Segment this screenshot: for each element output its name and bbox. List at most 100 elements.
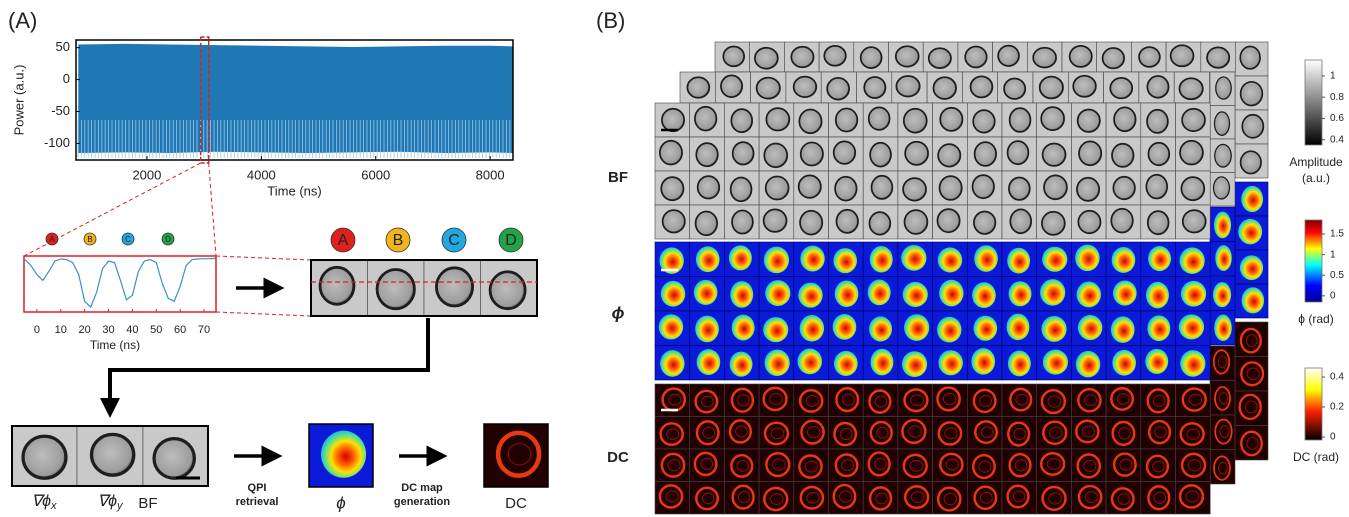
badge-label: A: [49, 235, 55, 244]
cell: [1111, 209, 1133, 233]
cell: [1240, 46, 1260, 68]
cell: [694, 280, 718, 305]
cell: [723, 47, 744, 67]
cell: [975, 142, 997, 166]
zoom-line: [216, 312, 311, 316]
cell: [868, 279, 891, 305]
colorbar-tick-label: 0.8: [1330, 92, 1344, 103]
cell: [834, 141, 856, 163]
cell: [764, 247, 789, 274]
cell: [904, 210, 927, 234]
cell: [1242, 287, 1265, 313]
badge-label: D: [505, 232, 517, 249]
cell: [1008, 141, 1029, 164]
cell: [1180, 350, 1205, 377]
colorbar: [1305, 220, 1322, 302]
cell: [971, 348, 995, 375]
step-label: retrieval: [236, 496, 279, 508]
cell: [1043, 350, 1068, 375]
cell: [827, 78, 849, 100]
cell: [731, 177, 752, 201]
zoom-line: [209, 163, 216, 256]
cell: [1004, 79, 1025, 99]
cell: [765, 349, 790, 376]
cell: [1171, 45, 1194, 66]
colorbar-tick-label: 1: [1330, 249, 1336, 260]
cell: [1010, 108, 1031, 132]
cell: [1110, 78, 1132, 98]
cell: [1075, 245, 1099, 272]
cell: [869, 212, 890, 234]
cell: [320, 267, 354, 304]
cell: [732, 315, 755, 341]
cell: [659, 314, 683, 339]
cell: [1009, 177, 1030, 199]
cell: [1043, 143, 1066, 165]
cell: [903, 178, 926, 200]
cell: [23, 436, 66, 478]
cell: [696, 211, 718, 235]
cell: [938, 247, 962, 272]
cell: [1114, 107, 1136, 131]
cell: [490, 272, 525, 309]
caption-symbol: ∇ϕ: [97, 493, 117, 510]
cell: [730, 352, 753, 377]
cell: [904, 109, 927, 133]
cell: [1077, 178, 1099, 201]
cell: [763, 317, 788, 342]
cell: [872, 176, 893, 199]
colorbar-title: Amplitude: [1289, 155, 1343, 169]
cell: [896, 76, 919, 96]
badge-label: B: [393, 232, 404, 249]
cell: [764, 143, 787, 167]
cell: [1238, 219, 1262, 244]
cell: [1112, 350, 1136, 376]
cell: [1145, 349, 1168, 374]
cell: [799, 175, 821, 197]
x-tick-label: 10: [55, 324, 67, 336]
x-tick-label: 6000: [361, 167, 390, 182]
cell: [833, 248, 857, 273]
colorbar-title: (a.u.): [1302, 171, 1330, 185]
colorbar-tick-label: 1: [1330, 71, 1336, 82]
cell: [687, 77, 709, 97]
cell: [836, 210, 858, 233]
cell: [1214, 177, 1230, 199]
cell: [696, 143, 718, 166]
colorbar-tick-label: 1.5: [1330, 229, 1344, 240]
cell: [755, 48, 778, 69]
badge-label: C: [125, 235, 131, 244]
cell: [939, 280, 963, 307]
cell: [321, 431, 366, 478]
cell: [1214, 314, 1232, 341]
cell: [929, 48, 951, 68]
caption: ∇ϕy: [97, 493, 124, 512]
cell: [765, 280, 790, 306]
cell: [971, 76, 993, 97]
cell: [721, 75, 742, 97]
cell: [729, 245, 752, 270]
cell: [791, 47, 813, 67]
cell: [660, 350, 684, 377]
step-label: QPI: [248, 482, 267, 494]
cell: [1007, 248, 1030, 274]
badge-label: D: [165, 235, 171, 244]
cell: [1181, 281, 1206, 307]
cell: [870, 143, 891, 167]
cell: [836, 108, 858, 131]
cell: [901, 245, 926, 271]
cell: [1103, 48, 1125, 68]
badge-label: B: [87, 235, 92, 244]
colorbar-tick-label: 0.6: [1330, 113, 1344, 124]
cell: [801, 142, 823, 165]
cell: [154, 439, 194, 479]
x-tick-label: 30: [102, 324, 114, 336]
caption: ϕ: [336, 493, 345, 512]
cell: [663, 210, 685, 232]
cell: [870, 246, 893, 273]
cell: [861, 47, 882, 68]
cell: [1040, 77, 1063, 99]
cell: [1042, 212, 1065, 235]
cell: [766, 176, 789, 199]
cell: [864, 77, 885, 98]
